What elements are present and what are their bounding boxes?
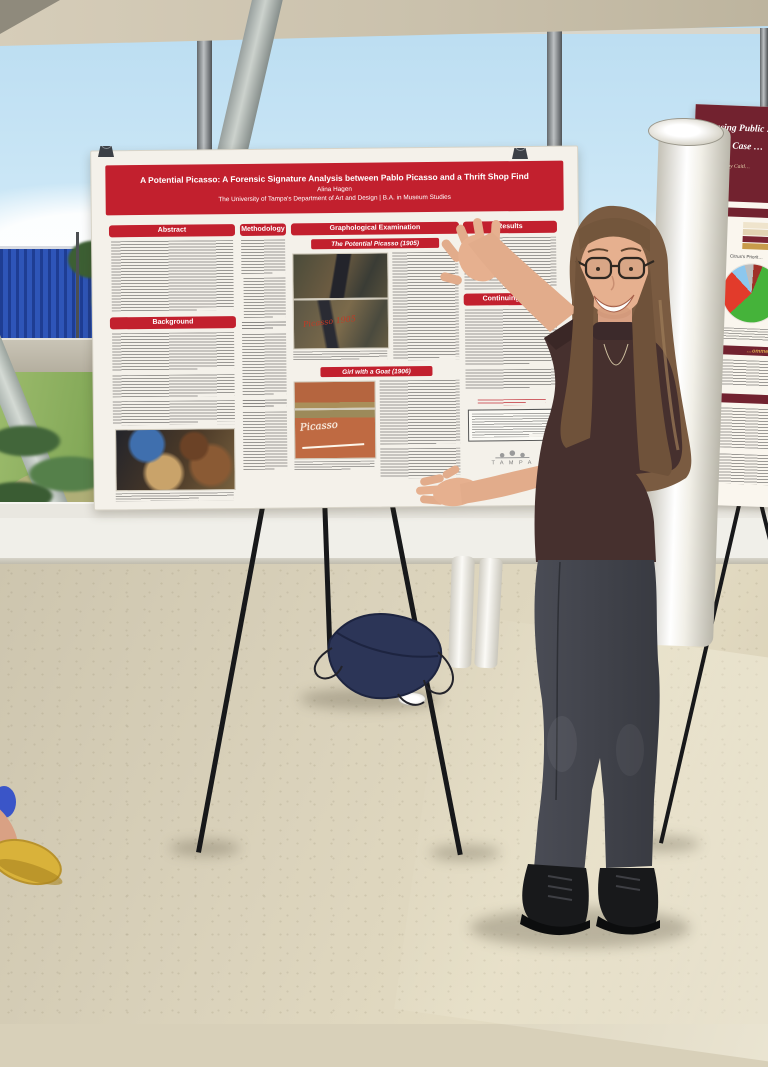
necklace: [603, 343, 629, 366]
easel-foot-shadow: [430, 845, 500, 861]
raised-arm: [440, 218, 578, 332]
presenter-person: [416, 205, 692, 936]
face: [580, 229, 648, 315]
bystander-foot: [0, 786, 63, 886]
collar: [592, 322, 638, 340]
eye: [596, 267, 600, 271]
hair-fringe: [578, 218, 650, 252]
blue-clothing-edge: [0, 786, 16, 818]
binder-clip: [512, 148, 528, 159]
eyebrow: [587, 248, 609, 253]
jeans-knee: [616, 724, 644, 776]
jeans: [534, 560, 660, 874]
nose: [610, 275, 615, 291]
jeans-knee: [547, 716, 577, 772]
shoe-sole: [0, 859, 63, 885]
eye: [629, 267, 633, 271]
baseboard: [0, 558, 768, 565]
hair-strand-right: [632, 268, 672, 476]
outside-lamp-post: [76, 232, 79, 372]
jeans-seam: [555, 561, 561, 801]
drawstring-bag: [313, 613, 454, 706]
eyebrow: [620, 247, 642, 252]
hair-highlight: [658, 299, 680, 451]
hair-strand-left: [560, 256, 594, 448]
easel-foot-shadow: [170, 840, 240, 856]
binder-clip: [98, 146, 114, 157]
smile: [593, 294, 635, 313]
boots: [520, 864, 660, 936]
